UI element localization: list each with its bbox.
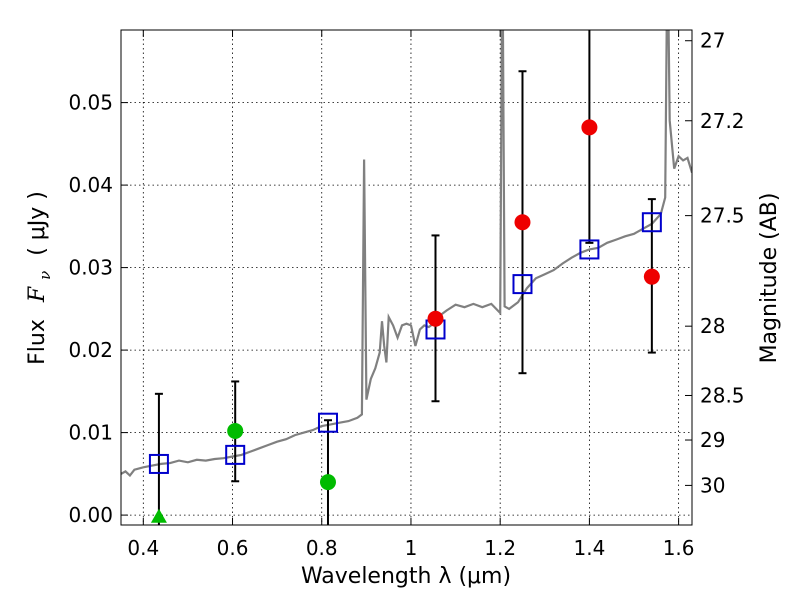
- y-tick-label: 0.04: [68, 173, 113, 197]
- green-data-point: [319, 474, 336, 491]
- plot-area: [121, 30, 692, 525]
- model-photometry-square: [225, 444, 246, 465]
- y-tick-label: 0.02: [68, 338, 113, 362]
- model-photometry-square: [317, 412, 338, 433]
- red-data-point: [643, 268, 660, 285]
- model-spectrum-line: [121, 30, 692, 478]
- y-axis-label-units: ( μJy ): [25, 191, 50, 256]
- model-photometry-square: [512, 274, 533, 295]
- magnitude-tick-label: 28: [700, 314, 725, 338]
- magnitude-tick-label: 29: [700, 428, 725, 452]
- y-tick-label: 0.01: [68, 421, 113, 445]
- y-tick-label: 0.05: [68, 91, 113, 115]
- model-photometry-square: [148, 453, 169, 474]
- x-axis-label: Wavelength λ (μm): [301, 564, 511, 589]
- model-photometry-square: [579, 239, 600, 260]
- model-photometry-square: [641, 212, 662, 233]
- axis-ticks: [121, 30, 692, 525]
- red-data-point: [427, 310, 444, 327]
- y2-axis-label: Magnitude (AB): [757, 193, 782, 364]
- x-tick-label: 1.2: [484, 536, 516, 560]
- red-data-point: [581, 119, 598, 136]
- x-tick-label: 1.4: [573, 536, 605, 560]
- axis-tick-labels: 0.4 0.6 0.8 1 1.2 1.4 1.6 0.00 0.01 0.02 0.03 0.04 0…: [68, 29, 744, 560]
- magnitude-tick-label: 30: [700, 473, 725, 497]
- x-tick-label: 1.6: [663, 536, 695, 560]
- y-tick-label: 0.00: [68, 503, 113, 527]
- y-axis-label-prefix: Flux: [25, 319, 50, 365]
- y-axis-label-subscript: ν: [36, 271, 54, 280]
- magnitude-tick-label: 27: [700, 29, 725, 53]
- magnitude-tick-label: 27.2: [700, 109, 745, 133]
- y-axis-label: Flux F ν ( μJy ): [25, 191, 56, 365]
- x-tick-label: 1: [405, 536, 418, 560]
- red-data-point: [514, 214, 531, 231]
- y-axis-label-symbol: F: [25, 286, 50, 303]
- x-tick-label: 0.6: [217, 536, 249, 560]
- y-tick-label: 0.03: [68, 256, 113, 280]
- magnitude-tick-label: 28.5: [700, 383, 745, 407]
- data-markers: [148, 119, 662, 523]
- svg-text:Flux F ν ( μ: Flux F ν ( μJy ): [25, 191, 56, 365]
- magnitude-tick-label: 27.5: [700, 204, 745, 228]
- error-bars: [154, 30, 656, 525]
- green-data-point: [227, 422, 244, 439]
- x-tick-label: 0.8: [306, 536, 338, 560]
- green-upper-limit-triangle: [150, 508, 167, 523]
- plot-frame: [120, 29, 693, 526]
- grid-lines: [121, 30, 692, 525]
- x-tick-label: 0.4: [127, 536, 159, 560]
